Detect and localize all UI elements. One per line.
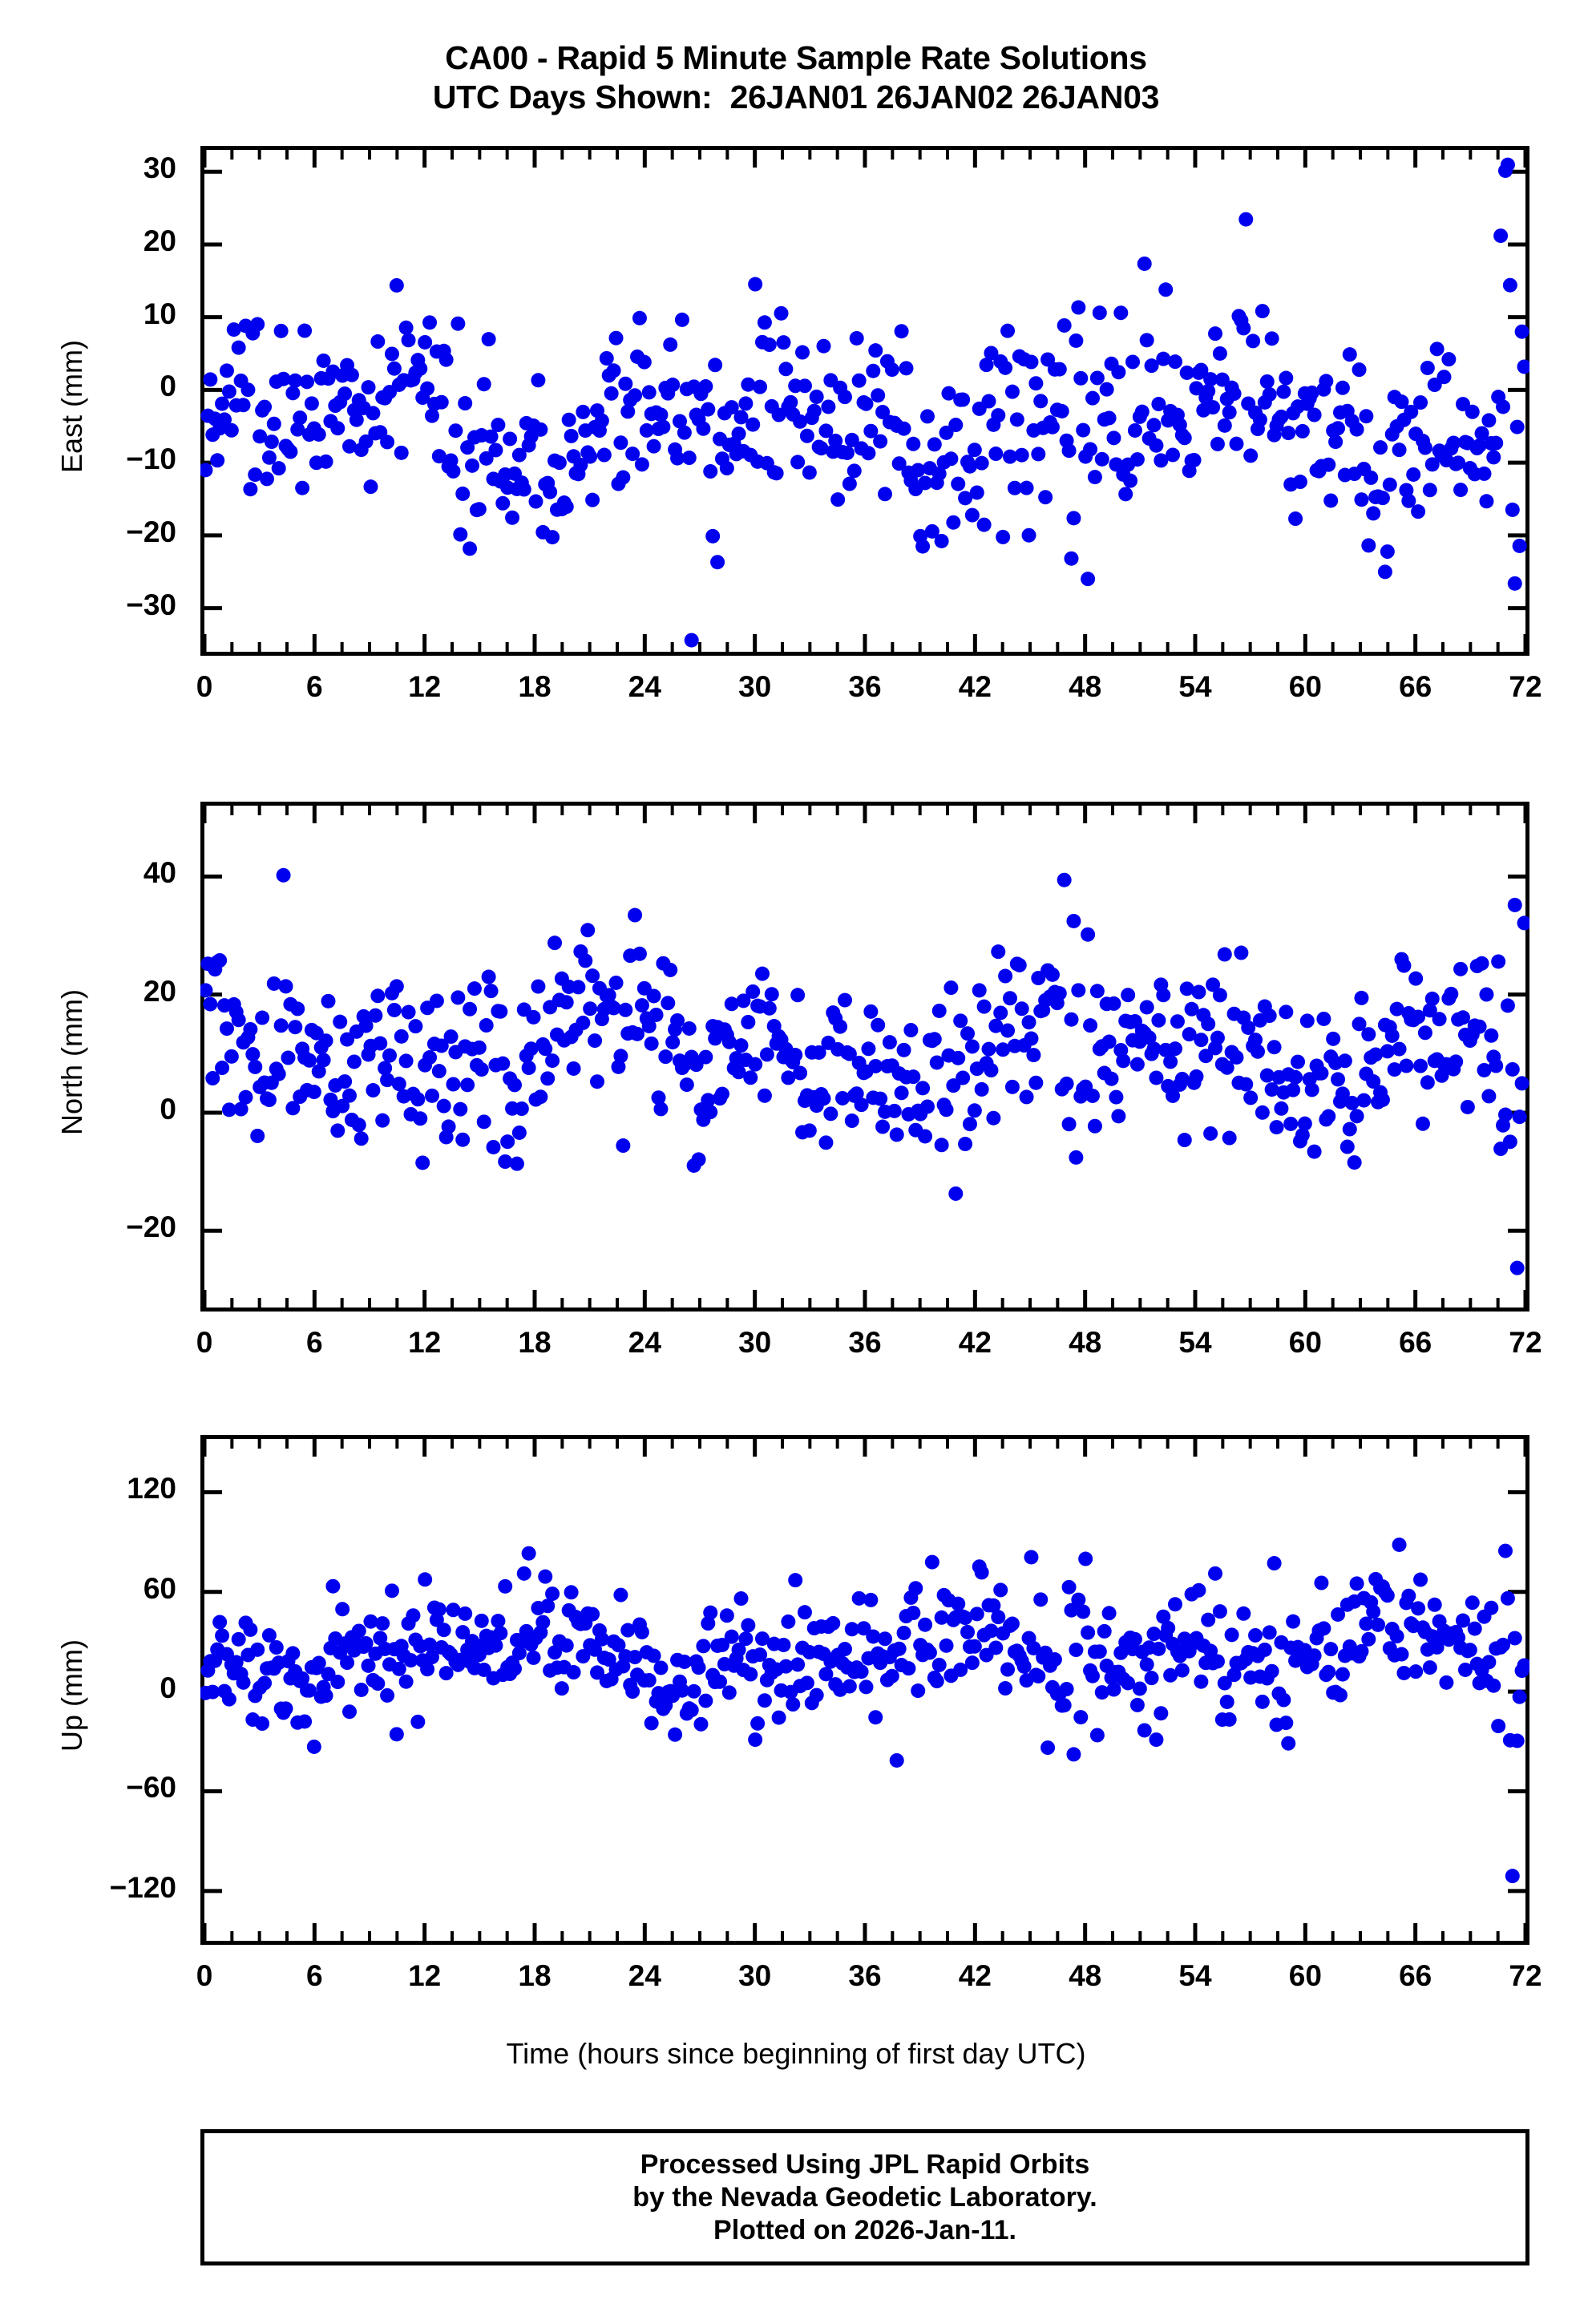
- plot-frame-north: [200, 802, 1529, 1312]
- y-tick-east-1: 20: [143, 224, 176, 257]
- y-tick-up-3: −60: [126, 1771, 176, 1805]
- y-tick-north-2: 0: [160, 1092, 176, 1126]
- x-tick-north-0: 0: [196, 1326, 213, 1359]
- x-tick-up-7: 42: [958, 1959, 992, 1992]
- x-tick-north-12: 72: [1509, 1326, 1542, 1359]
- footer-line-1: Processed Using JPL Rapid Orbits: [640, 2148, 1090, 2180]
- y-tick-up-4: −120: [109, 1870, 176, 1904]
- footer-line-2: by the Nevada Geodetic Laboratory.: [632, 2181, 1097, 2213]
- y-tick-north-3: −20: [126, 1211, 176, 1244]
- x-tick-up-6: 36: [848, 1959, 882, 1992]
- x-tick-north-3: 18: [518, 1326, 552, 1359]
- x-axis-label: Time (hours since beginning of first day…: [506, 2037, 1086, 2070]
- footer-line-3: Plotted on 2026-Jan-11.: [713, 2214, 1016, 2245]
- x-tick-east-7: 42: [958, 670, 992, 703]
- x-tick-up-5: 30: [738, 1959, 772, 1992]
- scatter-plot-up: [200, 1439, 1529, 1941]
- footer-box: Processed Using JPL Rapid Orbits by the …: [200, 2129, 1529, 2265]
- x-tick-up-4: 24: [628, 1959, 661, 1992]
- y-tick-east-0: 30: [143, 152, 176, 185]
- x-tick-up-9: 54: [1178, 1959, 1212, 1992]
- x-tick-north-10: 60: [1288, 1326, 1322, 1359]
- x-tick-north-1: 6: [306, 1326, 323, 1359]
- scatter-plot-north: [200, 806, 1529, 1308]
- x-tick-east-10: 60: [1288, 670, 1322, 703]
- x-tick-up-11: 66: [1399, 1959, 1432, 1992]
- panel-east: [200, 146, 1529, 656]
- x-tick-up-10: 60: [1288, 1959, 1322, 1992]
- x-tick-east-9: 54: [1178, 670, 1212, 703]
- x-tick-east-2: 12: [408, 670, 442, 703]
- y-tick-east-6: −30: [126, 588, 176, 621]
- x-tick-east-0: 0: [196, 670, 213, 703]
- panel-up: [200, 1435, 1529, 1945]
- x-tick-east-3: 18: [518, 670, 552, 703]
- x-tick-east-6: 36: [848, 670, 882, 703]
- x-tick-north-5: 30: [738, 1326, 772, 1359]
- scatter-plot-east: [200, 150, 1529, 652]
- y-tick-up-1: 60: [143, 1571, 176, 1605]
- y-tick-up-0: 120: [127, 1472, 176, 1506]
- x-tick-east-11: 66: [1399, 670, 1432, 703]
- y-tick-east-2: 10: [143, 297, 176, 330]
- panel-north: [200, 802, 1529, 1312]
- x-tick-north-6: 36: [848, 1326, 882, 1359]
- x-tick-up-2: 12: [408, 1959, 442, 1992]
- x-tick-up-3: 18: [518, 1959, 552, 1992]
- x-tick-east-5: 30: [738, 670, 772, 703]
- x-tick-up-1: 6: [306, 1959, 323, 1992]
- x-tick-up-12: 72: [1509, 1959, 1542, 1992]
- x-tick-up-8: 48: [1069, 1959, 1102, 1992]
- title-line-1: CA00 - Rapid 5 Minute Sample Rate Soluti…: [445, 39, 1147, 76]
- y-tick-east-5: −20: [126, 515, 176, 548]
- y-tick-east-4: −10: [126, 443, 176, 476]
- x-tick-east-12: 72: [1509, 670, 1542, 703]
- x-tick-north-9: 54: [1178, 1326, 1212, 1359]
- x-tick-north-8: 48: [1069, 1326, 1102, 1359]
- y-tick-east-3: 0: [160, 370, 176, 403]
- x-tick-east-4: 24: [628, 670, 661, 703]
- x-tick-up-0: 0: [196, 1959, 213, 1992]
- x-tick-north-4: 24: [628, 1326, 661, 1359]
- x-tick-north-7: 42: [958, 1326, 992, 1359]
- x-tick-north-2: 12: [408, 1326, 442, 1359]
- x-tick-north-11: 66: [1399, 1326, 1432, 1359]
- y-tick-north-1: 20: [143, 974, 176, 1008]
- x-tick-east-1: 6: [306, 670, 323, 703]
- chart-title: CA00 - Rapid 5 Minute Sample Rate Soluti…: [0, 38, 1592, 117]
- x-tick-east-8: 48: [1069, 670, 1102, 703]
- y-tick-up-2: 0: [160, 1671, 176, 1705]
- y-tick-north-0: 40: [143, 856, 176, 890]
- title-line-2: UTC Days Shown: 26JAN01 26JAN02 26JAN03: [432, 79, 1160, 115]
